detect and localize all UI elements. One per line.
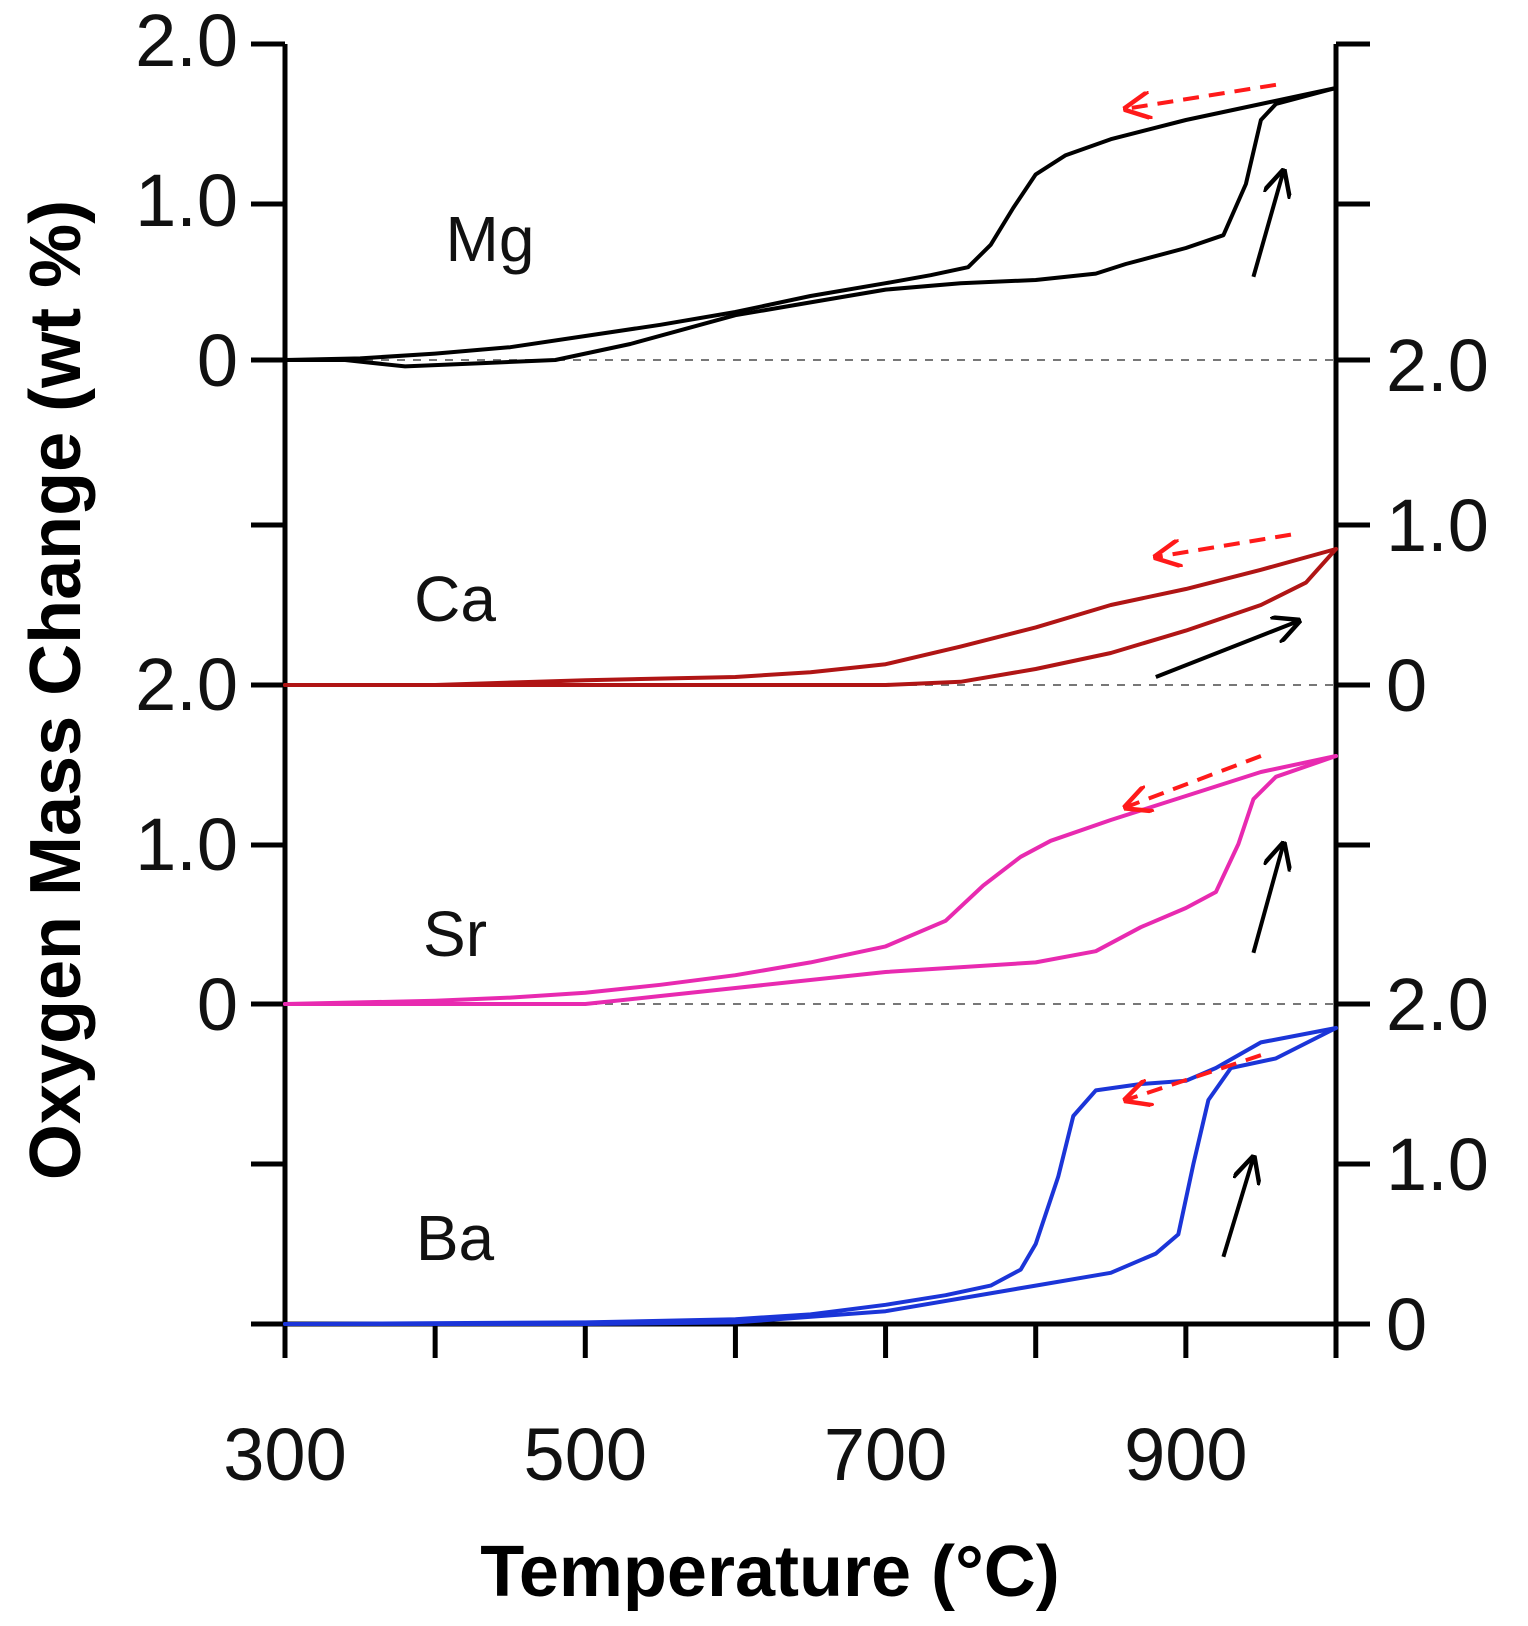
x-axis-title: Temperature (°C) (480, 1532, 1060, 1612)
sr-heating-arrow (1251, 844, 1283, 954)
ca-heating-curve (283, 547, 1338, 687)
x-tick-label: 300 (223, 1413, 346, 1496)
tick-labels: 300 500 700 900 2.0 1.0 0 2.0 1.0 0 2.0 1.0 0 2.0 1.0 0 (135, 0, 1489, 1496)
ca-cooling-curve (283, 547, 1338, 687)
ba-cooling-arrow (1126, 1053, 1262, 1100)
mg-heating-arrow (1251, 171, 1283, 278)
ba-heating-arrow (1221, 1158, 1253, 1258)
y-axis-title: Oxygen Mass Change (wt %) (16, 200, 96, 1180)
panel-label-sr: Sr (423, 898, 487, 970)
right-y-tick-label: 1.0 (1386, 484, 1489, 567)
sr-heating-curve (283, 754, 1338, 1006)
left-y-tick-label: 2.0 (135, 0, 238, 82)
left-y-tick-label: 0 (197, 963, 238, 1046)
right-y-tick-label: 1.0 (1386, 1123, 1489, 1206)
ticks (251, 41, 1370, 1358)
mg-cooling-curve (283, 86, 1338, 362)
x-tick-label: 700 (824, 1413, 947, 1496)
x-tick-label: 900 (1124, 1413, 1247, 1496)
series-lines (283, 86, 1338, 1326)
ba-cooling-curve (283, 1026, 1338, 1326)
x-tick-label: 500 (524, 1413, 647, 1496)
right-y-tick-label: 2.0 (1386, 324, 1489, 407)
right-y-tick-label: 0 (1386, 644, 1427, 727)
ba-heating-curve (283, 1026, 1338, 1326)
left-y-tick-label: 0 (197, 319, 238, 402)
left-y-tick-label: 1.0 (135, 159, 238, 242)
direction-arrows (1126, 82, 1299, 1258)
left-y-tick-label: 2.0 (135, 643, 238, 726)
panel-label-mg: Mg (446, 203, 535, 275)
right-y-tick-label: 0 (1386, 1283, 1427, 1366)
mg-heating-curve (283, 86, 1338, 369)
sr-cooling-arrow (1126, 754, 1262, 807)
right-y-tick-label: 2.0 (1386, 963, 1489, 1046)
ca-heating-arrow (1155, 621, 1299, 679)
panel-label-ca: Ca (414, 563, 496, 635)
left-y-tick-label: 1.0 (135, 803, 238, 886)
panel-labels: Mg Ca Sr Ba (414, 203, 534, 1274)
panel-label-ba: Ba (416, 1202, 495, 1274)
ca-cooling-arrow (1156, 532, 1292, 557)
